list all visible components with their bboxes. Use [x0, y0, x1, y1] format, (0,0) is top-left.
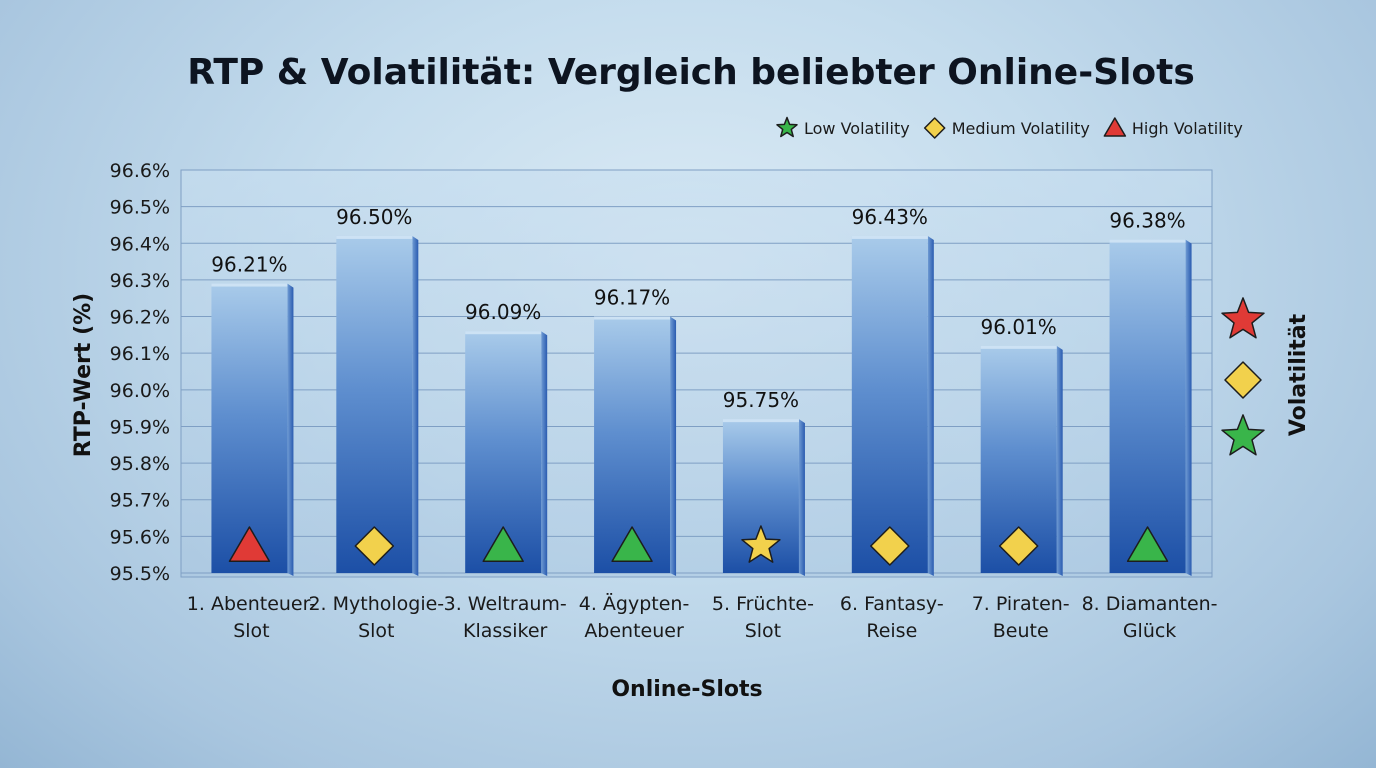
y-tick-label: 96.3% [110, 270, 170, 292]
legend-item: Medium Volatility [923, 117, 1090, 139]
value-label: 95.75% [723, 388, 799, 412]
bar-top [211, 283, 288, 287]
y-tick-label: 96.0% [110, 380, 170, 402]
bar-side [927, 235, 934, 577]
value-label: 96.17% [594, 286, 670, 310]
volatility-marker-icon [354, 526, 395, 566]
x-axis-categories: 1. Abenteuer- Slot 2. Mythologie- Slot 3. We… [187, 592, 1218, 642]
category-label: 3. Weltraum- [444, 593, 567, 615]
legend-label: High Volatility [1132, 119, 1243, 138]
category-label: 1. Abenteuer- [187, 593, 316, 615]
category-label: Glück [1123, 620, 1177, 642]
category-label: Slot [745, 620, 781, 642]
bar-group: 96.38% [1109, 209, 1192, 577]
y-tick-label: 95.8% [110, 453, 170, 475]
volatility-marker-icon [228, 526, 271, 562]
y-tick-label: 96.5% [110, 197, 170, 219]
bar-top [465, 331, 542, 335]
category-label: Slot [233, 620, 269, 642]
legend-item: High Volatility [1103, 117, 1243, 138]
legend-marker-icon [923, 117, 946, 139]
value-label: 96.50% [336, 205, 412, 229]
category-label: Slot [358, 620, 394, 642]
bar-side [1056, 345, 1063, 576]
value-label: 96.01% [981, 315, 1057, 339]
bar-side [1185, 239, 1192, 577]
bar-side [412, 235, 419, 577]
bar-top [1109, 239, 1186, 243]
bar-side [670, 316, 677, 576]
legend: Low Volatility Medium Volatility High Vola… [776, 116, 1243, 139]
bar-group: 96.43% [851, 205, 934, 577]
bars: 96.21% 96.50% 96.09% 96.17% 95.75% 96.43% 96.0… [211, 205, 1192, 577]
category-label: Reise [866, 620, 917, 642]
category-label: 7. Piraten- [972, 593, 1070, 615]
legend-label: Low Volatility [804, 119, 910, 138]
volatility-marker-icon [870, 526, 910, 566]
value-label: 96.38% [1109, 209, 1185, 233]
volatility-marker-icon [741, 525, 781, 563]
volatility-scale-icon [1221, 297, 1265, 339]
y-tick-label: 95.5% [110, 563, 170, 585]
bar-group: 96.17% [594, 286, 677, 576]
chart-title: RTP & Volatilität: Vergleich beliebter O… [187, 52, 1195, 93]
y-tick-label: 95.7% [110, 490, 170, 512]
bar-top [336, 235, 413, 239]
category-label: 5. Früchte- [712, 593, 814, 615]
y-axis-title: RTP-Wert (%) [71, 293, 96, 457]
volatility-marker-icon [482, 526, 524, 562]
value-label: 96.21% [211, 253, 287, 277]
bar-group: 96.21% [211, 253, 294, 576]
y-tick-label: 96.6% [110, 160, 170, 182]
legend-marker-icon [1103, 117, 1127, 137]
y-tick-label: 96.2% [110, 307, 170, 329]
bar-top [851, 235, 928, 239]
legend-item: Low Volatility [776, 116, 910, 138]
x-axis-title: Online-Slots [611, 677, 762, 702]
category-label: Beute [993, 620, 1049, 642]
bar [1109, 239, 1186, 574]
volatility-scale [1221, 297, 1265, 456]
y-tick-label: 96.4% [110, 233, 170, 255]
category-label: Abenteuer [584, 620, 684, 642]
category-label: Klassiker [463, 620, 547, 642]
y-tick-label: 95.6% [110, 526, 170, 548]
bar-top [722, 419, 799, 423]
category-label: 2. Mythologie- [308, 593, 444, 615]
category-label: 4. Ägypten- [579, 592, 690, 615]
volatility-marker-icon [998, 526, 1039, 566]
bar-group: 96.50% [336, 205, 419, 577]
bar-side [798, 419, 805, 576]
bar [851, 235, 928, 574]
volatility-scale-icon [1224, 361, 1262, 399]
value-label: 96.43% [852, 205, 928, 229]
bar-group: 96.09% [465, 300, 548, 576]
bar-group: 96.01% [981, 315, 1063, 576]
y-axis-ticks: 95.5% 95.6% 95.7% 95.8% 95.9% 96.0% 96.1% 96.2%… [110, 160, 170, 585]
category-label: 6. Fantasy- [840, 593, 944, 615]
legend-marker-icon [776, 116, 798, 138]
bar [211, 283, 288, 573]
y-tick-label: 96.1% [110, 343, 170, 365]
y-tick-label: 95.9% [110, 416, 170, 438]
bar-side [287, 283, 294, 576]
bar-side [541, 331, 548, 576]
volatility-axis-title: Volatilität [1286, 313, 1311, 436]
bar [336, 235, 413, 574]
value-label: 96.09% [465, 300, 541, 324]
bar-top [980, 345, 1057, 349]
volatility-scale-icon [1221, 414, 1265, 456]
category-label: 8. Diamanten- [1082, 593, 1218, 615]
volatility-marker-icon [611, 526, 653, 562]
legend-label: Medium Volatility [952, 119, 1090, 138]
volatility-marker-icon [1126, 526, 1169, 562]
bar-top [594, 316, 671, 320]
bar-group: 95.75% [723, 388, 805, 576]
